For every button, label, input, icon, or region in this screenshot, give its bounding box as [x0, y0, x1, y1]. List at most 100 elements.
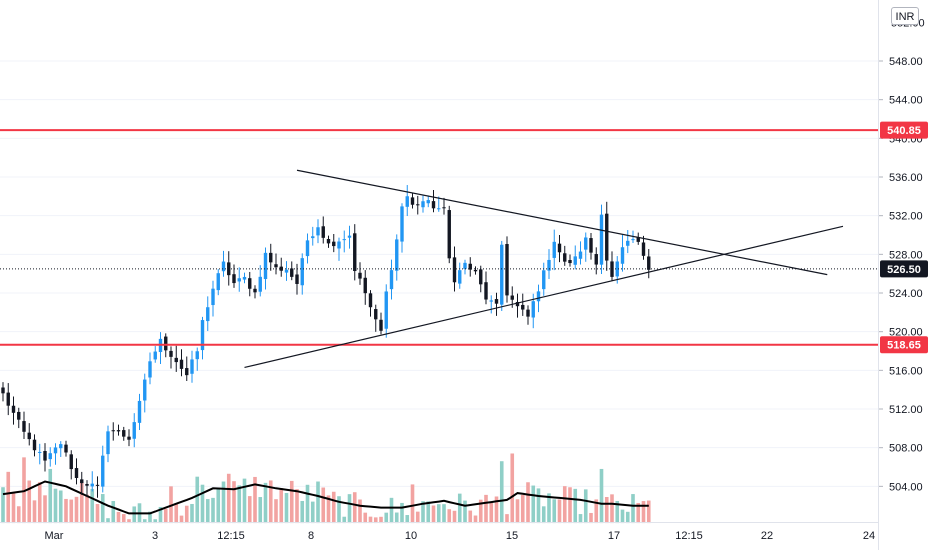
- candle-body: [221, 261, 226, 272]
- volume-bar: [16, 506, 21, 524]
- volume-bar: [43, 495, 47, 524]
- candle-body: [505, 244, 509, 296]
- candle-body: [620, 247, 625, 264]
- volume-bar: [468, 510, 473, 524]
- last-price-label: 526.50: [887, 264, 921, 276]
- volume-bar: [64, 498, 68, 524]
- price-tick-label: 544.00: [889, 95, 923, 107]
- volume-bar: [32, 500, 37, 524]
- candle-body: [169, 350, 173, 357]
- volume-bar: [58, 490, 63, 524]
- candle-body: [195, 351, 199, 360]
- volume-bar: [289, 480, 294, 524]
- price-tick-label: 524.00: [889, 288, 923, 300]
- price-axis[interactable]: 552.00548.00544.00540.00536.00532.00528.…: [879, 17, 925, 493]
- candle-body: [426, 200, 430, 204]
- volume-bar: [284, 492, 289, 524]
- volume-bar: [415, 511, 420, 524]
- volume-bar: [520, 494, 525, 524]
- volume-bar: [27, 480, 32, 524]
- volume-bar: [410, 484, 415, 524]
- volume-bar: [389, 497, 394, 524]
- time-axis[interactable]: Mar 3 12:15 8 10 15 17 12:15 22 24: [45, 530, 876, 542]
- candle-body: [80, 479, 84, 484]
- volume-bar: [190, 503, 194, 524]
- horizontal-level-label: 540.85: [887, 125, 921, 137]
- candle-body: [95, 484, 100, 486]
- volume-bar: [85, 494, 89, 524]
- trendlines[interactable]: [244, 169, 844, 369]
- volume-bar: [331, 491, 336, 524]
- volume-bar: [562, 486, 567, 524]
- candle-body: [27, 432, 31, 440]
- volume-bar: [316, 481, 320, 524]
- candle-body: [279, 266, 283, 271]
- candle-body: [578, 251, 583, 259]
- volume-bar: [211, 497, 215, 524]
- volume-bar: [342, 516, 347, 524]
- volume-bar: [69, 499, 74, 524]
- volume-bar: [142, 519, 147, 524]
- volume-bar: [610, 494, 614, 524]
- candle-body: [599, 214, 604, 265]
- candle-body: [111, 430, 115, 432]
- volume-bar: [599, 468, 604, 524]
- candle-body: [90, 483, 94, 487]
- candle-body: [248, 278, 252, 289]
- volume-bar: [216, 487, 221, 524]
- volume-bar: [74, 496, 79, 524]
- volume-bar: [153, 519, 158, 524]
- candle-body: [374, 309, 378, 320]
- candle-body: [190, 359, 194, 374]
- candle-body: [38, 451, 42, 453]
- candle-body: [584, 237, 588, 250]
- time-tick-label: 10: [405, 530, 417, 542]
- candle-body: [531, 301, 535, 318]
- candle-body: [164, 336, 168, 351]
- volume-bar: [221, 481, 226, 524]
- volume-bar: [358, 499, 362, 524]
- currency-button[interactable]: INR: [891, 7, 919, 25]
- candle-body: [605, 213, 609, 261]
- volume-bar: [53, 488, 58, 524]
- volume-bar: [541, 506, 546, 524]
- candle-body: [101, 455, 105, 487]
- volume-bar: [363, 512, 368, 524]
- volume-bar: [305, 484, 310, 524]
- volume-bar: [226, 473, 231, 524]
- candle-body: [500, 244, 504, 305]
- candle-body: [405, 196, 409, 207]
- volume-bar: [121, 514, 126, 524]
- candle-body: [53, 447, 58, 454]
- volume-moving-average-line: [2, 480, 649, 515]
- volume-bar: [247, 496, 252, 524]
- candle-body: [332, 241, 336, 247]
- candle-body: [237, 278, 241, 282]
- volume-bar: [405, 515, 410, 524]
- volume-bar: [494, 496, 499, 524]
- candle-body: [473, 269, 478, 272]
- candle-body: [179, 359, 184, 369]
- candle-body: [384, 291, 388, 329]
- horizontal-level-tag: [880, 336, 928, 354]
- volume-bar: [373, 517, 378, 524]
- upper-trendline[interactable]: [296, 169, 828, 276]
- volume-bar: [625, 511, 630, 524]
- lower-trendline[interactable]: [244, 225, 844, 369]
- volume-bar: [531, 485, 536, 524]
- candle-body: [468, 263, 472, 270]
- volume-bar: [557, 499, 562, 524]
- candle-body: [347, 235, 352, 238]
- candle-body: [132, 422, 136, 439]
- candle-body: [127, 436, 131, 440]
- volume-bar: [431, 505, 436, 524]
- candle-body: [521, 304, 525, 310]
- volume-bar: [394, 512, 399, 524]
- candle-body: [368, 293, 373, 308]
- candle-body: [489, 300, 493, 302]
- candle-body: [32, 439, 37, 451]
- volume-bar: [174, 503, 179, 524]
- horizontal-levels[interactable]: [0, 129, 878, 346]
- volume-bar: [515, 499, 520, 524]
